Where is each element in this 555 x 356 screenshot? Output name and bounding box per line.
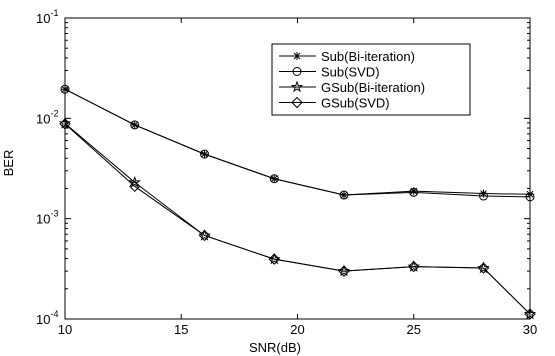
y-tick-label: 10-1 <box>36 8 58 26</box>
data-point <box>477 262 490 274</box>
y-tick-label: 10-4 <box>36 309 58 327</box>
x-tick-label: 15 <box>174 322 188 337</box>
data-point <box>128 175 141 188</box>
series-3 <box>58 116 537 320</box>
data-point <box>198 229 211 242</box>
y-tick-label: 10-3 <box>36 209 58 227</box>
legend-entry: GSub(Bi-iteration) <box>279 80 425 95</box>
data-point <box>60 84 70 94</box>
legend-marker <box>290 80 304 93</box>
legend-entry: GSub(SVD) <box>279 96 390 111</box>
legend-label: GSub(Bi-iteration) <box>321 80 425 95</box>
y-axis-label: BER <box>1 150 16 177</box>
data-point <box>130 120 140 130</box>
legend-label: Sub(Bi-iteration) <box>321 49 415 64</box>
data-point <box>338 265 350 277</box>
legend: Sub(Bi-iteration)Sub(SVD)GSub(Bi-iterati… <box>271 43 471 116</box>
y-tick-label: 10-2 <box>36 108 58 126</box>
legend-marker <box>291 96 303 109</box>
series-2 <box>60 84 535 202</box>
legend-marker <box>293 52 301 60</box>
legend-entry: Sub(Bi-iteration) <box>279 49 415 64</box>
data-point <box>59 118 71 130</box>
data-point <box>129 180 141 193</box>
x-tick-label: 25 <box>407 322 421 337</box>
series-line <box>64 88 531 198</box>
x-tick-label: 30 <box>523 322 537 337</box>
legend-marker <box>292 67 302 76</box>
x-axis-label: SNR(dB) <box>249 340 301 355</box>
data-point <box>268 253 280 265</box>
data-point <box>526 190 534 199</box>
data-point <box>339 190 349 200</box>
data-point <box>409 187 419 197</box>
series-line <box>64 123 531 315</box>
data-point <box>479 191 488 201</box>
legend-entry: Sub(SVD) <box>279 65 380 80</box>
data-point <box>525 192 535 202</box>
x-tick-label: 10 <box>58 322 72 337</box>
data-point <box>269 174 279 184</box>
legend-label: GSub(SVD) <box>321 96 390 111</box>
legend-label: Sub(SVD) <box>321 65 380 80</box>
data-point <box>200 149 209 159</box>
series-4 <box>59 118 536 320</box>
series-line <box>64 123 531 315</box>
data-point <box>408 260 420 273</box>
x-tick-label: 20 <box>290 322 304 337</box>
